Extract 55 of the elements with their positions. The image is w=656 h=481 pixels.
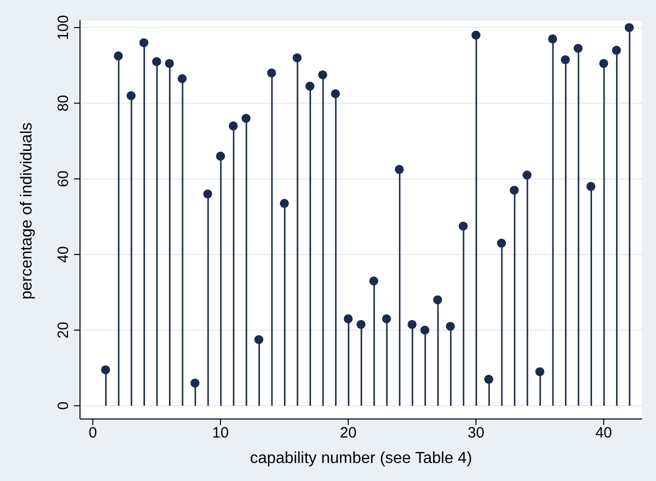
point <box>330 89 340 98</box>
point <box>497 238 506 248</box>
point <box>458 222 468 231</box>
point <box>599 58 608 68</box>
point <box>420 326 430 335</box>
x-tick-label: 10 <box>212 424 229 442</box>
point <box>586 182 596 191</box>
y-tick-label: 0 <box>55 402 72 410</box>
x-axis-title: capability number (see Table 4) <box>250 450 472 467</box>
point <box>382 314 392 324</box>
point <box>560 55 570 64</box>
point <box>624 23 634 32</box>
point <box>228 121 238 130</box>
point <box>471 30 480 40</box>
point <box>344 314 353 324</box>
point <box>126 91 136 100</box>
point <box>356 320 366 329</box>
x-tick-label: 40 <box>595 424 612 442</box>
point <box>292 53 302 62</box>
y-tick-label: 60 <box>55 170 72 188</box>
point <box>280 198 289 208</box>
y-tick-label: 40 <box>55 246 72 263</box>
point <box>114 51 123 60</box>
point <box>522 170 532 180</box>
point <box>242 114 251 123</box>
point <box>139 38 148 48</box>
point <box>408 320 417 329</box>
point <box>305 82 314 91</box>
y-tick-label: 80 <box>55 94 72 112</box>
point <box>574 44 583 53</box>
point <box>190 378 200 388</box>
point <box>548 34 558 44</box>
point <box>101 365 110 374</box>
point <box>267 68 276 78</box>
point <box>484 374 494 384</box>
y-tick-label: 20 <box>55 322 72 338</box>
y-axis-title: percentage of individuals <box>18 122 36 300</box>
point <box>203 189 212 198</box>
x-tick-label: 30 <box>468 424 484 442</box>
point <box>612 46 621 55</box>
point <box>369 276 378 286</box>
point <box>394 164 404 174</box>
point <box>446 322 455 331</box>
point <box>254 335 264 344</box>
point <box>178 74 187 84</box>
x-tick-label: 20 <box>340 424 357 442</box>
point <box>433 295 442 304</box>
point <box>535 367 544 376</box>
x-tick-label: 0 <box>88 424 97 442</box>
point <box>164 58 174 68</box>
point <box>216 152 225 161</box>
y-tick-label: 100 <box>55 15 72 40</box>
point <box>318 70 328 80</box>
point <box>152 57 162 66</box>
point <box>510 186 519 195</box>
